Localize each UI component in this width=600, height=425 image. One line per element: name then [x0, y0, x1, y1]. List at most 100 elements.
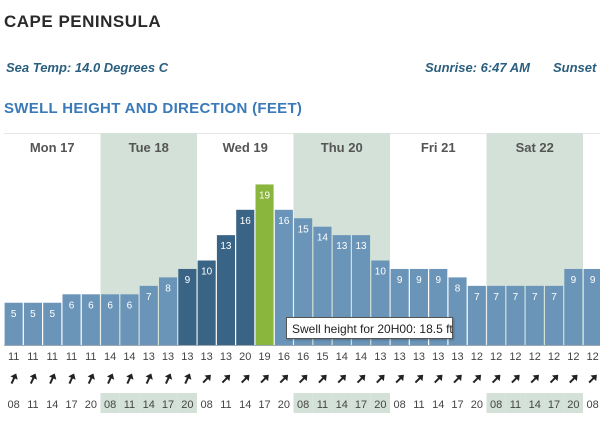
swell-bar[interactable] — [81, 294, 100, 345]
period-label: 12 — [471, 351, 483, 363]
bar-value-label: 7 — [532, 292, 538, 303]
bar-value-label: 7 — [551, 292, 557, 303]
time-cell-shade — [486, 393, 506, 413]
direction-arrow-icon — [106, 373, 115, 384]
direction-arrow-icon — [395, 374, 404, 384]
time-label: 08 — [201, 399, 213, 411]
time-cell-shade — [370, 393, 390, 413]
period-label: 11 — [66, 351, 77, 363]
swell-bar[interactable] — [255, 184, 274, 345]
period-label: 12 — [567, 351, 579, 363]
direction-arrow-icon — [472, 374, 482, 384]
swell-bar[interactable] — [178, 268, 197, 345]
direction-arrow-icon — [145, 373, 153, 384]
swell-bar[interactable] — [216, 235, 235, 345]
direction-arrow-icon — [29, 373, 37, 384]
direction-arrow-icon — [434, 374, 443, 384]
swell-bar[interactable] — [487, 285, 506, 345]
swell-bar[interactable] — [101, 294, 120, 345]
bar-value-label: 7 — [513, 292, 519, 303]
swell-bar[interactable] — [525, 285, 544, 345]
time-cell-shade — [332, 393, 352, 413]
time-label: 17 — [162, 399, 174, 411]
swell-bar[interactable] — [274, 209, 293, 345]
day-label: Sat 22 — [516, 140, 554, 155]
bar-value-label: 5 — [49, 309, 55, 320]
bar-value-label: 6 — [69, 300, 75, 311]
swell-bar[interactable] — [467, 285, 486, 345]
period-label: 11 — [8, 351, 19, 363]
bar-value-label: 9 — [435, 275, 441, 286]
direction-arrow-icon — [279, 374, 289, 384]
time-label: 14 — [143, 399, 155, 411]
swell-bar[interactable] — [120, 294, 139, 345]
time-cell-shade — [139, 393, 159, 413]
sunrise-label: Sunrise: 6:47 AM — [425, 60, 530, 75]
swell-bar[interactable] — [62, 294, 81, 345]
time-label: 17 — [355, 399, 367, 411]
time-label: 08 — [587, 399, 599, 411]
period-label: 13 — [201, 351, 213, 363]
direction-arrow-icon — [126, 373, 134, 384]
period-label: 14 — [123, 351, 135, 363]
page-title: CAPE PENINSULA — [4, 12, 162, 31]
direction-arrow-icon — [549, 374, 559, 384]
swell-bar[interactable] — [564, 268, 583, 345]
swell-bar[interactable] — [545, 285, 564, 345]
swell-bar[interactable] — [23, 302, 42, 345]
period-label: 13 — [451, 351, 463, 363]
swell-bar[interactable] — [583, 268, 600, 345]
swell-bar[interactable] — [43, 302, 62, 345]
time-cell-shade — [119, 393, 140, 413]
time-cell-shade — [544, 393, 564, 413]
time-label: 08 — [394, 399, 406, 411]
time-label: 20 — [374, 399, 386, 411]
day-label: Thu 20 — [321, 140, 363, 155]
time-label: 20 — [471, 399, 483, 411]
period-label: 13 — [374, 351, 386, 363]
swell-bar[interactable] — [506, 285, 525, 345]
swell-bar[interactable] — [197, 260, 216, 346]
sea-temp-label: Sea Temp: 14.0 Degrees C — [6, 60, 169, 75]
time-label: 17 — [548, 399, 560, 411]
time-cell-shade — [563, 393, 583, 413]
period-label: 13 — [413, 351, 425, 363]
direction-arrow-icon — [87, 373, 95, 384]
direction-arrow-icon — [221, 374, 231, 384]
period-label: 11 — [27, 351, 38, 363]
period-label: 13 — [162, 351, 174, 363]
time-label: 20 — [567, 399, 579, 411]
period-label: 11 — [47, 351, 58, 363]
period-label: 15 — [316, 351, 328, 363]
day-label: Tue 18 — [129, 140, 169, 155]
swell-bar[interactable] — [294, 218, 313, 345]
bar-value-label: 9 — [590, 275, 596, 286]
bar-value-label: 9 — [416, 275, 422, 286]
direction-arrow-icon — [318, 374, 327, 384]
direction-arrow-icon — [260, 374, 269, 384]
swell-bar[interactable] — [448, 277, 467, 345]
direction-arrow-icon — [491, 374, 501, 384]
period-label: 16 — [278, 351, 290, 363]
time-cell-shade — [158, 393, 178, 413]
swell-bar[interactable] — [4, 302, 23, 345]
bar-value-label: 5 — [11, 309, 17, 320]
period-label: 20 — [239, 351, 251, 363]
direction-arrow-icon — [10, 373, 18, 384]
direction-arrow-icon — [68, 373, 76, 384]
direction-arrow-icon — [337, 374, 346, 384]
swell-bar[interactable] — [159, 277, 178, 345]
swell-bar[interactable] — [313, 226, 332, 345]
swell-bar[interactable] — [139, 285, 158, 345]
day-label: Fri 21 — [421, 140, 456, 155]
direction-arrow-icon — [414, 374, 424, 384]
swell-bar[interactable] — [236, 209, 255, 345]
bar-value-label: 9 — [397, 275, 403, 286]
time-label: 08 — [104, 399, 116, 411]
time-label: 17 — [65, 399, 77, 411]
bar-value-label: 9 — [185, 275, 191, 286]
bar-value-label: 6 — [107, 300, 113, 311]
bar-value-label: 9 — [571, 275, 577, 286]
direction-arrow-icon — [202, 374, 211, 384]
